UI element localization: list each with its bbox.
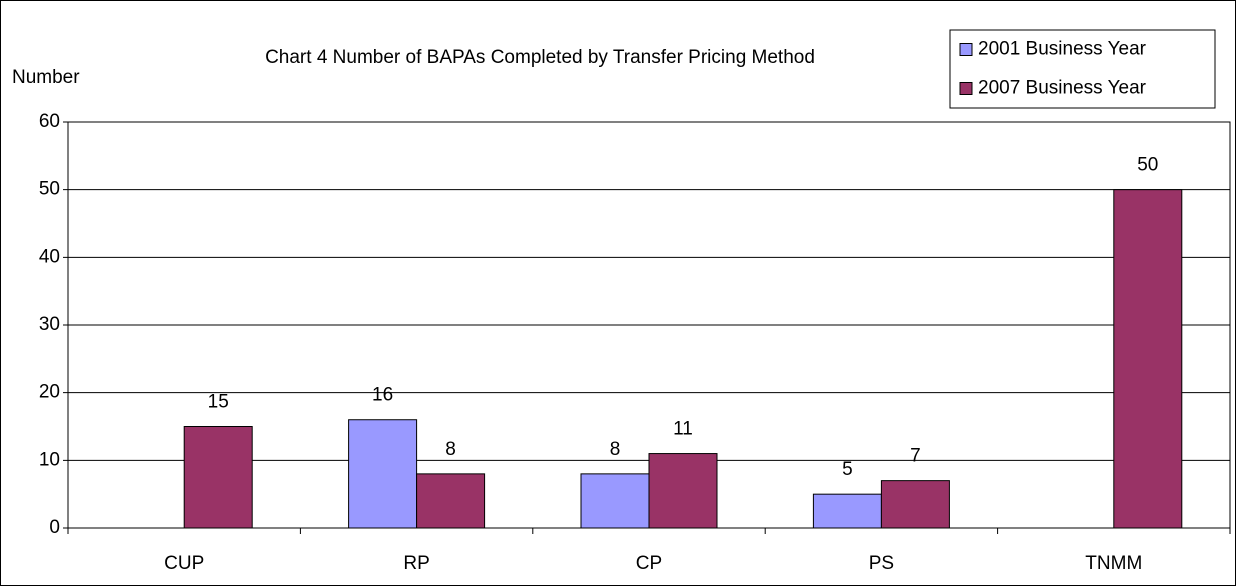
bar (580, 473, 650, 529)
legend-label: 2007 Business Year (978, 78, 1147, 99)
bar (812, 493, 882, 529)
y-axis-label: Number (12, 67, 80, 88)
data-label: 50 (1137, 155, 1158, 176)
y-tick-label: 10 (39, 449, 60, 470)
bar (648, 453, 718, 529)
legend-box (949, 29, 1216, 109)
x-tick-label: RP (403, 553, 429, 574)
x-tick-label: CP (636, 553, 662, 574)
y-tick-label: 40 (39, 246, 60, 267)
y-tick-label: 20 (39, 382, 60, 403)
legend-swatch (959, 82, 973, 95)
legend-label: 2001 Business Year (978, 39, 1147, 60)
bar (348, 419, 418, 529)
data-label: 8 (610, 439, 621, 460)
chart-title: Chart 4 Number of BAPAs Completed by Tra… (265, 47, 815, 68)
y-tick-label: 50 (39, 179, 60, 200)
x-tick-label: PS (869, 553, 894, 574)
data-label: 8 (445, 439, 456, 460)
bar (183, 426, 253, 529)
bar (880, 480, 950, 529)
x-tick-label: CUP (164, 553, 204, 574)
legend-swatch (959, 43, 973, 56)
data-label: 7 (910, 446, 921, 467)
y-tick-label: 60 (39, 111, 60, 132)
y-tick-label: 0 (49, 517, 60, 538)
data-label: 11 (673, 419, 693, 440)
x-tick-label: TNMM (1085, 553, 1142, 574)
y-tick-label: 30 (39, 314, 60, 335)
bar (1113, 189, 1183, 529)
data-label: 15 (208, 392, 229, 413)
data-label: 16 (372, 385, 393, 406)
bar (416, 473, 486, 529)
data-label: 5 (842, 459, 853, 480)
